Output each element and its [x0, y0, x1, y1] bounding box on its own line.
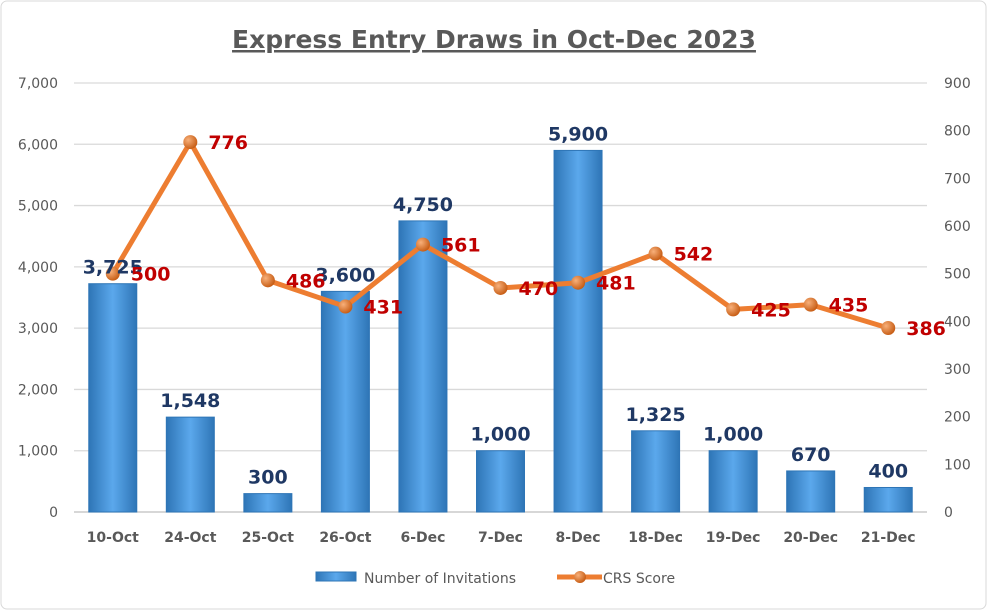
bar-data-label: 4,750: [393, 194, 453, 216]
legend: Number of Invitations CRS Score: [315, 571, 675, 587]
y-left-tick-label: 5,000: [18, 199, 58, 215]
crs-point-18-Dec: [648, 246, 663, 261]
x-tick-label: 18-Dec: [628, 530, 683, 546]
y-right-tick-label: 400: [944, 314, 971, 330]
legend-crs: CRS Score: [603, 571, 675, 587]
bar-data-label: 300: [248, 467, 288, 489]
crs-point-20-Dec: [803, 297, 818, 312]
y-right-tick-label: 600: [944, 219, 971, 235]
x-tick-label: 6-Dec: [400, 530, 445, 546]
x-tick-label: 7-Dec: [478, 530, 523, 546]
y-left-tick-label: 3,000: [18, 321, 58, 337]
bar-20-Dec: [786, 470, 836, 513]
bar-8-Dec: [553, 149, 603, 513]
y-left-tick-label: 7,000: [18, 76, 58, 92]
bar-data-label: 1,325: [626, 404, 686, 426]
crs-point-21-Dec: [881, 321, 896, 336]
y-right-tick-label: 200: [944, 410, 971, 426]
y-right-tick-label: 100: [944, 457, 971, 473]
crs-data-label: 500: [131, 264, 171, 286]
bar-data-label: 670: [791, 444, 831, 466]
crs-data-label: 486: [286, 270, 326, 292]
crs-data-label: 386: [906, 318, 946, 340]
x-tick-label: 8-Dec: [556, 530, 601, 546]
bar-25-Oct: [243, 493, 293, 513]
bar-24-Oct: [165, 416, 215, 513]
bar-19-Dec: [708, 450, 758, 513]
bar-data-label: 1,000: [470, 424, 530, 446]
crs-point-24-Oct: [183, 135, 198, 150]
x-tick-label: 25-Oct: [242, 530, 294, 546]
bar-6-Dec: [398, 220, 448, 513]
bar-data-label: 1,548: [160, 390, 220, 412]
y-right-tick-label: 500: [944, 267, 971, 283]
crs-data-label: 542: [674, 244, 714, 266]
crs-data-label: 470: [519, 278, 559, 300]
bar-18-Dec: [631, 430, 681, 513]
bar-21-Dec: [863, 486, 913, 513]
bar-10-Oct: [88, 283, 138, 513]
y-right-tick-label: 800: [944, 124, 971, 140]
y-right-tick-label: 0: [944, 505, 953, 521]
crs-point-19-Dec: [726, 302, 741, 317]
bar-data-label: 1,000: [703, 424, 763, 446]
legend-dot: [574, 571, 586, 583]
crs-data-label: 561: [441, 235, 481, 257]
x-tick-label: 21-Dec: [861, 530, 916, 546]
bar-7-Dec: [476, 450, 525, 513]
bar-data-label: 3,600: [315, 264, 375, 286]
y-left-tick-label: 4,000: [18, 260, 58, 276]
x-tick-label: 24-Oct: [164, 530, 216, 546]
crs-point-25-Oct: [260, 273, 275, 288]
x-tick-label: 10-Oct: [87, 530, 139, 546]
bar-data-label: 5,900: [548, 123, 608, 145]
y-left-tick-label: 6,000: [18, 137, 58, 153]
y-left-tick-label: 2,000: [18, 382, 58, 398]
chart-title: Express Entry Draws in Oct-Dec 2023: [232, 25, 756, 54]
crs-data-label: 431: [363, 297, 403, 319]
bar-26-Oct: [320, 290, 370, 513]
crs-data-label: 481: [596, 273, 636, 295]
legend-bar-swatch: [315, 571, 357, 582]
bar-data-label: 400: [868, 460, 908, 482]
x-tick-label: 26-Oct: [319, 530, 371, 546]
crs-data-label: 776: [208, 132, 248, 154]
y-right-tick-label: 300: [944, 362, 971, 378]
bar-data-label: 3,725: [83, 257, 143, 279]
crs-data-label: 425: [751, 299, 791, 321]
crs-point-7-Dec: [493, 280, 508, 295]
crs-point-26-Oct: [338, 299, 353, 314]
legend-invitations: Number of Invitations: [364, 571, 516, 587]
y-left-tick-label: 1,000: [18, 444, 58, 460]
crs-data-label: 435: [829, 295, 869, 317]
x-tick-label: 20-Dec: [783, 530, 838, 546]
y-right-tick-label: 700: [944, 171, 971, 187]
crs-point-6-Dec: [415, 237, 430, 252]
y-right-tick-label: 900: [944, 76, 971, 92]
y-left-tick-label: 0: [49, 505, 58, 521]
crs-point-8-Dec: [571, 275, 586, 290]
x-tick-label: 19-Dec: [706, 530, 761, 546]
crs-point-10-Oct: [105, 266, 120, 281]
